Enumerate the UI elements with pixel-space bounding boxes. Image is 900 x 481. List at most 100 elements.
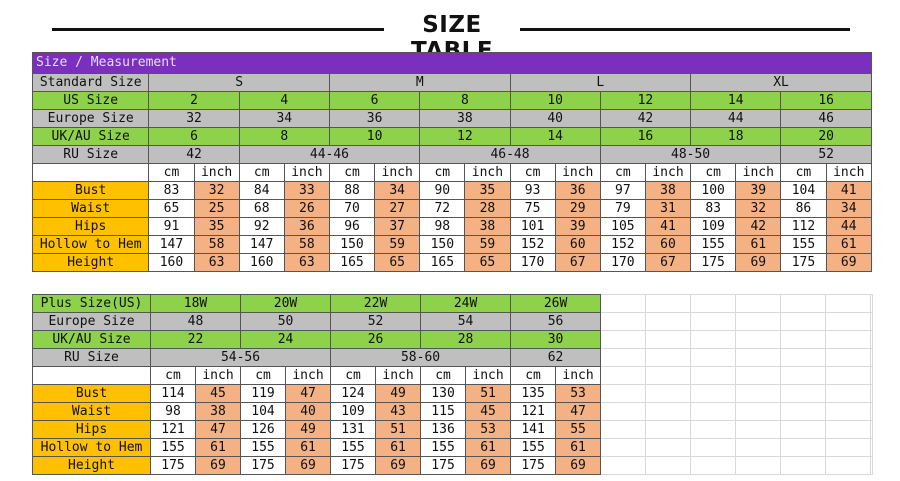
plus-size-cell: 26W (510, 294, 602, 313)
unit-row: cm inch cm inch cm inch cm inch cm inch cm inch cm in… (31, 163, 872, 182)
cm-value: 155 (510, 438, 557, 457)
unit-inch-cell: inch (735, 163, 782, 182)
cm-value: 131 (330, 420, 377, 439)
inch-value: 47 (194, 420, 242, 439)
unit-inch-cell: inch (464, 163, 511, 182)
inch-value: 69 (375, 456, 422, 475)
cm-value: 135 (510, 384, 557, 403)
ru-size-cell: 58-60 (330, 348, 512, 367)
inch-value: 69 (194, 456, 242, 475)
ru-size-cell: 62 (510, 348, 602, 367)
inch-value: 31 (644, 199, 692, 218)
row-label: RU Size (32, 348, 151, 367)
us-size-cell: 2 (148, 91, 240, 110)
inch-value: 36 (283, 217, 330, 236)
ukau-size-cell: 30 (510, 330, 602, 349)
us-size-cell: 8 (419, 91, 511, 110)
cm-value: 152 (599, 235, 646, 254)
standard-size-cell: M (328, 73, 511, 92)
unit-inch-cell: inch (465, 366, 512, 385)
unit-inch-cell: inch (644, 163, 692, 182)
cm-value: 101 (509, 217, 556, 236)
us-size-row: US Size 2 4 6 8 10 12 14 16 (31, 91, 872, 110)
row-label: UK/AU Size (32, 330, 151, 349)
inch-value: 36 (554, 181, 601, 200)
inch-value: 45 (465, 402, 512, 421)
ukau-size-cell: 26 (330, 330, 422, 349)
europe-size-cell: 44 (690, 109, 782, 128)
inch-value: 61 (735, 235, 782, 254)
europe-size-row: Europe Size 32 34 36 38 40 42 44 46 (31, 109, 872, 128)
measurement-label: Hollow to Hem (32, 438, 151, 457)
size-table-standard: Size / Measurement Standard Size S M L XL US S… (31, 52, 872, 272)
cm-value: 112 (780, 217, 827, 236)
inch-value: 47 (285, 384, 332, 403)
ukau-size-cell: 12 (419, 127, 511, 146)
measurement-row: Waist 98 38 104 40 109 43 115 45 121 47 (32, 402, 602, 421)
inch-value: 59 (464, 235, 511, 254)
inch-value: 34 (825, 199, 872, 218)
cm-value: 170 (509, 253, 556, 272)
ru-size-cell: 52 (780, 145, 872, 164)
unit-row: cm inch cm inch cm inch cm inch cm inch (32, 366, 602, 385)
measurement-label: Hips (32, 420, 151, 439)
ukau-size-cell: 6 (148, 127, 240, 146)
unit-inch-cell: inch (283, 163, 330, 182)
ru-size-row: RU Size 54-56 58-60 62 (32, 348, 602, 367)
ukau-size-row: UK/AU Size 22 24 26 28 30 (32, 330, 602, 349)
measurement-label: Height (31, 253, 150, 272)
inch-value: 53 (555, 384, 602, 403)
ru-size-cell: 48-50 (599, 145, 782, 164)
europe-size-cell: 50 (240, 312, 332, 331)
inch-value: 69 (465, 456, 512, 475)
ukau-size-cell: 28 (420, 330, 512, 349)
inch-value: 26 (283, 199, 330, 218)
cm-value: 72 (419, 199, 466, 218)
inch-value: 39 (735, 181, 782, 200)
ru-size-cell: 42 (148, 145, 240, 164)
inch-value: 41 (825, 181, 872, 200)
inch-value: 49 (375, 384, 422, 403)
cm-value: 121 (150, 420, 196, 439)
unit-cm-cell: cm (330, 366, 377, 385)
inch-value: 67 (554, 253, 601, 272)
ukau-size-cell: 16 (599, 127, 692, 146)
unit-inch-cell: inch (193, 163, 240, 182)
inch-value: 65 (464, 253, 511, 272)
inch-value: 27 (374, 199, 421, 218)
cm-value: 114 (150, 384, 196, 403)
us-size-cell: 4 (238, 91, 330, 110)
europe-size-cell: 48 (149, 312, 242, 331)
inch-value: 43 (375, 402, 422, 421)
inch-value: 53 (465, 420, 512, 439)
europe-size-row: Europe Size 48 50 52 54 56 (32, 312, 602, 331)
europe-size-cell: 32 (148, 109, 240, 128)
cm-value: 150 (419, 235, 466, 254)
cm-value: 165 (328, 253, 376, 272)
inch-value: 69 (555, 456, 602, 475)
cm-value: 96 (328, 217, 376, 236)
unit-cm-cell: cm (150, 366, 196, 385)
inch-value: 60 (644, 235, 692, 254)
cm-value: 88 (328, 181, 376, 200)
inch-value: 38 (194, 402, 242, 421)
unit-cm-cell: cm (328, 163, 376, 182)
inch-value: 55 (555, 420, 602, 439)
ukau-size-cell: 24 (240, 330, 332, 349)
measurement-label: Height (32, 456, 151, 475)
plus-size-cell: 20W (240, 294, 332, 313)
measurement-label: Hollow to Hem (31, 235, 150, 254)
cm-value: 175 (420, 456, 467, 475)
cm-value: 165 (419, 253, 466, 272)
inch-value: 60 (554, 235, 601, 254)
inch-value: 65 (374, 253, 421, 272)
cm-value: 65 (148, 199, 195, 218)
us-size-cell: 16 (780, 91, 872, 110)
cm-value: 175 (240, 456, 287, 475)
cm-value: 86 (780, 199, 827, 218)
cm-value: 70 (328, 199, 376, 218)
row-label: US Size (31, 91, 150, 110)
cm-value: 93 (509, 181, 556, 200)
inch-value: 63 (193, 253, 240, 272)
inch-value: 47 (555, 402, 602, 421)
